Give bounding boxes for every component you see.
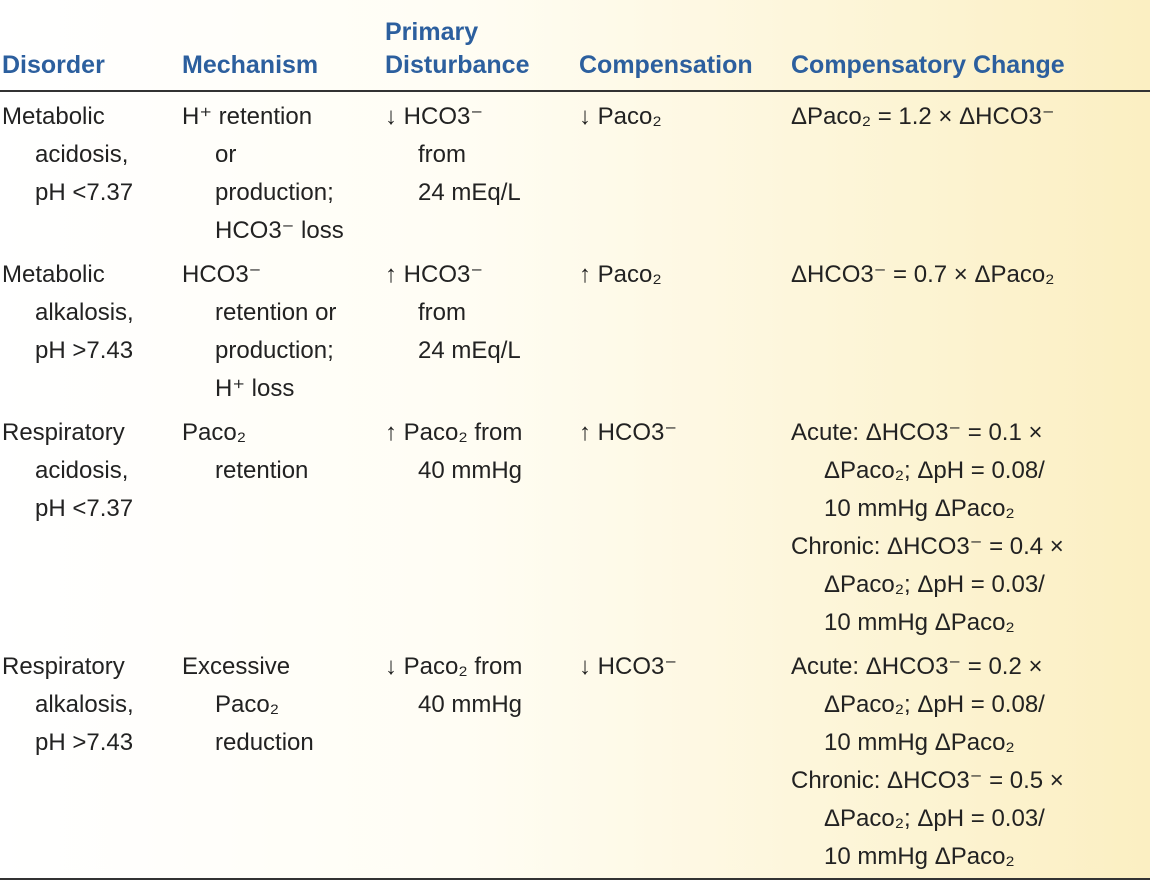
cell-text: 10 mmHg ΔPaco₂	[824, 495, 1015, 522]
cell-text: ↑ HCO3⁻	[579, 419, 678, 446]
cell-text: HCO3⁻	[182, 261, 262, 288]
cell-text: ΔPaco₂ = 1.2 × ΔHCO3⁻	[791, 103, 1055, 130]
cell-text: pH >7.43	[35, 337, 134, 364]
cell-text: ↑ Paco₂	[579, 261, 662, 288]
table-body: Metabolic acidosis, pH <7.37 H⁺ retention or…	[0, 91, 1150, 880]
header-cell: Primary Disturbance	[383, 0, 577, 92]
cell-text: 10 mmHg ΔPaco₂	[824, 729, 1015, 756]
cell-text: Chronic: ΔHCO3⁻ = 0.4 ×	[791, 533, 1064, 560]
cell-text: alkalosis,	[35, 299, 134, 326]
cell-text: 10 mmHg ΔPaco₂	[824, 609, 1015, 636]
table-cell: ↑ HCO3⁻ from 24 mEq/L	[383, 250, 577, 408]
header-cell: Compensation	[577, 0, 789, 92]
table-cell: ↓ HCO3⁻	[577, 642, 789, 880]
table-cell: HCO3⁻ retention or production; H⁺ loss	[180, 250, 383, 408]
cell-text: ΔPaco₂; ΔpH = 0.03/	[824, 805, 1045, 832]
table-cell: ↓ Paco₂ from 40 mmHg	[383, 642, 577, 880]
table-cell: Respiratory acidosis, pH <7.37	[0, 408, 180, 642]
table-cell: ΔHCO3⁻ = 0.7 × ΔPaco₂	[789, 250, 1150, 408]
cell-text: ΔPaco₂; ΔpH = 0.08/	[824, 691, 1045, 718]
table-row: Respiratory alkalosis, pH >7.43 Excessive Pa…	[0, 642, 1150, 880]
header-text: Compensation	[579, 51, 753, 79]
cell-text: production;	[215, 179, 334, 206]
cell-text: Paco₂	[182, 419, 247, 446]
cell-text: or	[215, 141, 237, 168]
cell-text: ΔHCO3⁻ = 0.7 × ΔPaco₂	[791, 261, 1055, 288]
header-text: Mechanism	[182, 51, 319, 79]
table-cell: Respiratory alkalosis, pH >7.43	[0, 642, 180, 880]
cell-text: ↓ HCO3⁻	[385, 103, 484, 130]
table-cell: Acute: ΔHCO3⁻ = 0.2 × ΔPaco₂; ΔpH = 0.08/…	[789, 642, 1150, 880]
cell-text: Respiratory	[2, 653, 125, 680]
table-cell: ↑ Paco₂ from 40 mmHg	[383, 408, 577, 642]
cell-text: ↑ Paco₂ from	[385, 419, 523, 446]
cell-text: 24 mEq/L	[418, 337, 521, 364]
table-cell: ↑ HCO3⁻	[577, 408, 789, 642]
cell-text: acidosis,	[35, 141, 129, 168]
table-cell: Metabolic alkalosis, pH >7.43	[0, 250, 180, 408]
cell-text: Paco₂	[215, 691, 280, 718]
table-cell: Acute: ΔHCO3⁻ = 0.1 × ΔPaco₂; ΔpH = 0.08/…	[789, 408, 1150, 642]
cell-text: ΔPaco₂; ΔpH = 0.03/	[824, 571, 1045, 598]
cell-text: alkalosis,	[35, 691, 134, 718]
table-cell: H⁺ retention or production; HCO3⁻ loss	[180, 91, 383, 250]
table-row: Respiratory acidosis, pH <7.37 Paco₂ retenti…	[0, 408, 1150, 642]
cell-text: production;	[215, 337, 334, 364]
header-text: Compensatory Change	[791, 51, 1065, 79]
table-cell: Excessive Paco₂ reduction	[180, 642, 383, 880]
cell-text: ↓ Paco₂ from	[385, 653, 523, 680]
table-row: Metabolic alkalosis, pH >7.43 HCO3⁻ retentio…	[0, 250, 1150, 408]
cell-text: Acute: ΔHCO3⁻ = 0.1 ×	[791, 419, 1043, 446]
cell-text: from	[418, 141, 466, 168]
cell-text: retention or	[215, 299, 337, 326]
header-cell: Disorder	[0, 0, 180, 92]
cell-text: retention	[215, 457, 309, 484]
header-text: Disturbance	[385, 51, 530, 79]
header-cell: Mechanism	[180, 0, 383, 92]
cell-text: acidosis,	[35, 457, 129, 484]
cell-text: pH <7.37	[35, 495, 134, 522]
table-cell: ↓ Paco₂	[577, 91, 789, 250]
cell-text: HCO3⁻ loss	[215, 217, 344, 244]
cell-text: ↑ HCO3⁻	[385, 261, 484, 288]
table-cell: Paco₂ retention	[180, 408, 383, 642]
cell-text: H⁺ retention	[182, 103, 313, 130]
cell-text: pH <7.37	[35, 179, 134, 206]
cell-text: reduction	[215, 729, 314, 756]
cell-text: 40 mmHg	[418, 457, 523, 484]
table-row: Metabolic acidosis, pH <7.37 H⁺ retention or…	[0, 91, 1150, 250]
cell-text: Metabolic	[2, 103, 105, 130]
cell-text: ΔPaco₂; ΔpH = 0.08/	[824, 457, 1045, 484]
header-row: Disorder Mechanism Primary Disturbance Compe…	[0, 0, 1150, 92]
cell-text: from	[418, 299, 466, 326]
cell-text: 24 mEq/L	[418, 179, 521, 206]
cell-text: ↓ HCO3⁻	[579, 653, 678, 680]
table-cell: ↓ HCO3⁻ from 24 mEq/L	[383, 91, 577, 250]
header-text: Disorder	[2, 51, 105, 79]
cell-text: Acute: ΔHCO3⁻ = 0.2 ×	[791, 653, 1043, 680]
table-cell: ↑ Paco₂	[577, 250, 789, 408]
table-cell: Metabolic acidosis, pH <7.37	[0, 91, 180, 250]
header-text: Primary	[385, 18, 479, 46]
cell-text: pH >7.43	[35, 729, 134, 756]
cell-text: Respiratory	[2, 419, 125, 446]
cell-text: Chronic: ΔHCO3⁻ = 0.5 ×	[791, 767, 1064, 794]
cell-text: H⁺ loss	[215, 375, 295, 402]
header-cell: Compensatory Change	[789, 0, 1150, 92]
cell-text: 40 mmHg	[418, 691, 523, 718]
cell-text: ↓ Paco₂	[579, 103, 662, 130]
cell-text: Excessive	[182, 653, 291, 680]
cell-text: Metabolic	[2, 261, 105, 288]
cell-text: 10 mmHg ΔPaco₂	[824, 843, 1015, 870]
table-cell: ΔPaco₂ = 1.2 × ΔHCO3⁻	[789, 91, 1150, 250]
